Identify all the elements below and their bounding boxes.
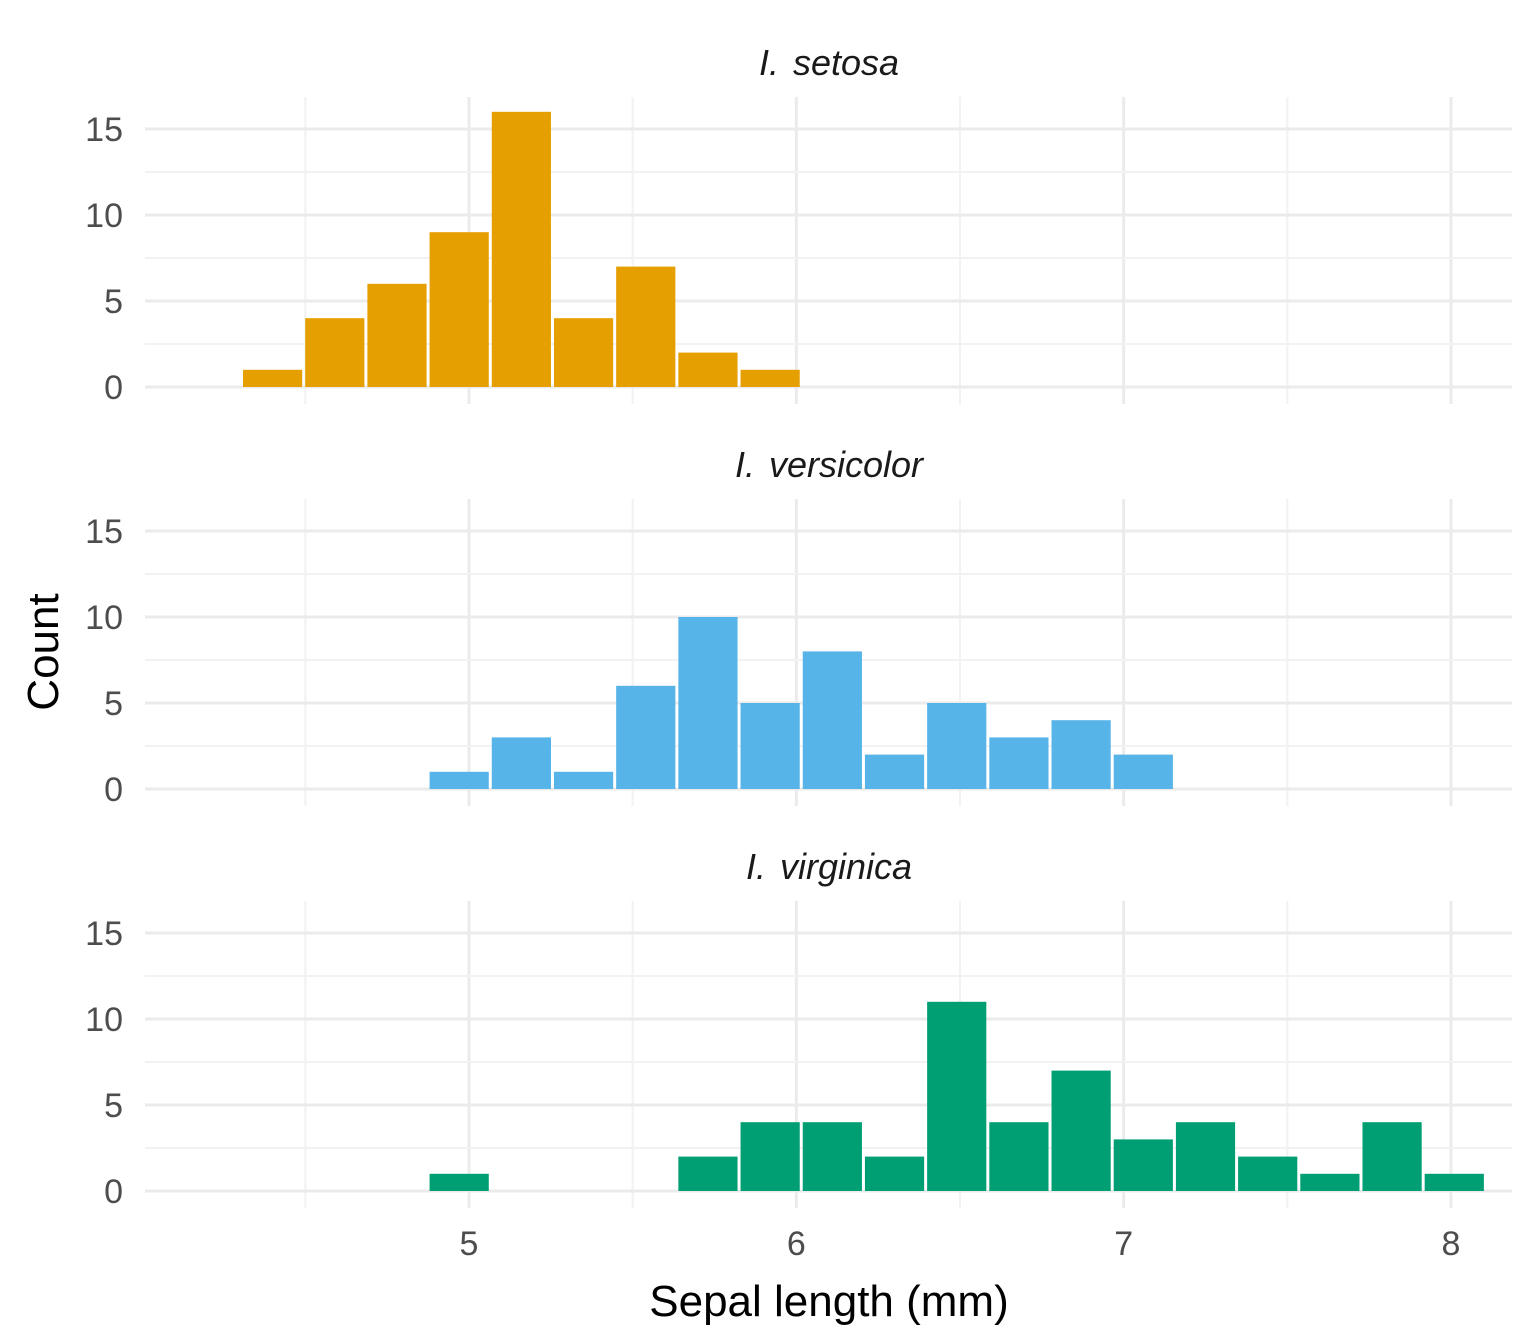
facet-strip-label: I. versicolor — [735, 444, 925, 485]
y-tick-label: 10 — [85, 599, 123, 637]
facet-panel-versicolor: 0 5 10 15 I. versicolor — [85, 444, 1512, 809]
y-tick-label: 0 — [104, 1173, 123, 1211]
y-tick-label: 15 — [85, 915, 123, 953]
histogram-bar — [553, 318, 614, 387]
histogram-bar — [491, 111, 551, 388]
y-tick-label: 10 — [85, 1001, 123, 1039]
histogram-bar — [1300, 1173, 1360, 1191]
histogram-bar — [989, 1122, 1049, 1191]
histogram-bar — [1175, 1122, 1236, 1191]
histogram-bar — [491, 737, 551, 789]
histogram-bar — [367, 283, 427, 387]
histogram-bar — [678, 617, 738, 789]
facet-panel-setosa: 0 5 10 15 I. setosa — [85, 42, 1512, 407]
facet-panels: 0 5 10 15 I. setosa 0 5 10 15 I. versicolor 0 5 10 15 I.… — [85, 42, 1512, 1211]
facet-strip-label: I. virginica — [746, 846, 912, 887]
histogram-bar — [553, 771, 614, 789]
histogram-bar — [616, 266, 676, 387]
facet-species-label: setosa — [793, 42, 899, 83]
x-axis-tick-labels: 5 6 7 8 — [460, 1225, 1461, 1263]
histogram-bar — [243, 369, 303, 387]
histogram-bar — [305, 318, 365, 387]
facet-genus-label: I. — [759, 42, 779, 83]
histogram-bar — [1113, 1139, 1173, 1191]
histogram-bar — [1424, 1173, 1484, 1191]
histogram-bar — [1362, 1122, 1422, 1191]
facet-species-label: virginica — [780, 846, 912, 887]
x-tick-label: 6 — [787, 1225, 806, 1263]
y-tick-label: 15 — [85, 111, 123, 149]
x-tick-label: 5 — [460, 1225, 479, 1263]
histogram-bar — [802, 1122, 862, 1191]
facet-panel-virginica: 0 5 10 15 I. virginica — [85, 846, 1512, 1211]
histogram-bar — [927, 703, 987, 789]
histogram-bar — [802, 651, 862, 789]
histogram-bar — [989, 737, 1049, 789]
facet-genus-label: I. — [746, 846, 766, 887]
histogram-bar — [864, 754, 925, 789]
y-tick-label: 10 — [85, 197, 123, 235]
y-tick-label: 5 — [104, 685, 123, 723]
x-axis-title: Sepal length (mm) — [649, 1277, 1008, 1326]
histogram-bar — [429, 1173, 489, 1191]
histogram-bar — [740, 703, 800, 789]
histogram-bar — [864, 1156, 925, 1191]
histogram-bar — [927, 1001, 987, 1191]
histogram-bar — [429, 771, 489, 789]
histogram-bar — [429, 232, 489, 387]
histogram-bar — [1113, 754, 1173, 789]
histogram-bar — [1238, 1156, 1298, 1191]
y-tick-label: 5 — [104, 283, 123, 321]
y-tick-label: 5 — [104, 1087, 123, 1125]
facet-species-label: versicolor — [769, 444, 925, 485]
y-axis-title: Count — [19, 593, 68, 710]
y-tick-label: 0 — [104, 369, 123, 407]
histogram-bar — [1051, 1070, 1111, 1191]
facet-strip-label: I. setosa — [759, 42, 899, 83]
histogram-bar — [740, 1122, 800, 1191]
histogram-bar — [740, 369, 800, 387]
x-tick-label: 8 — [1442, 1225, 1461, 1263]
histogram-bar — [678, 1156, 738, 1191]
y-tick-label: 15 — [85, 513, 123, 551]
y-tick-label: 0 — [104, 771, 123, 809]
histogram-bar — [616, 685, 676, 789]
facet-genus-label: I. — [735, 444, 755, 485]
histogram-bar — [1051, 720, 1111, 789]
x-tick-label: 7 — [1114, 1225, 1133, 1263]
histogram-bar — [678, 352, 738, 387]
